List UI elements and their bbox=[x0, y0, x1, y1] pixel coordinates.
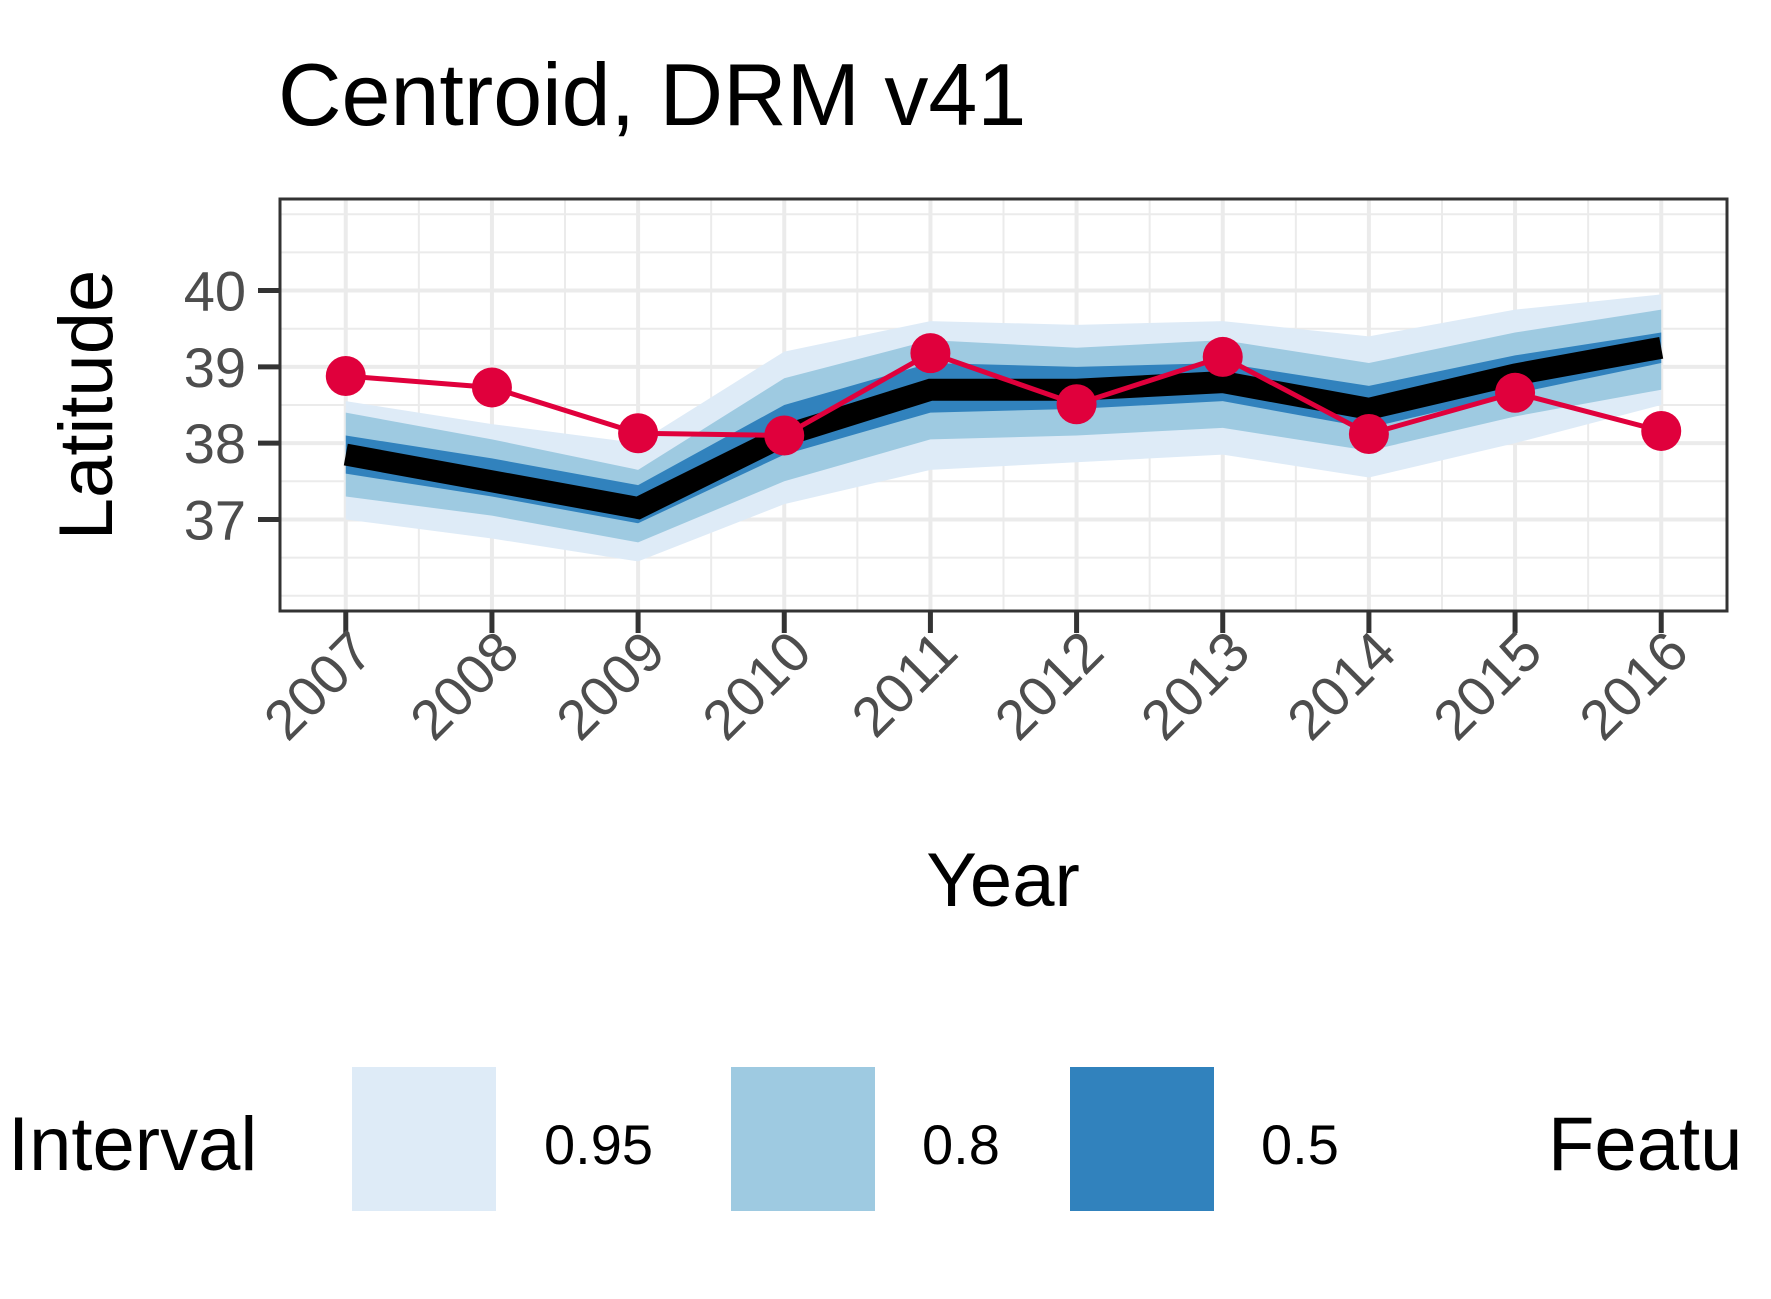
legend-key-05 bbox=[1070, 1067, 1214, 1211]
observed-point bbox=[325, 356, 366, 397]
legend-key-095 bbox=[352, 1067, 496, 1211]
x-axis-title: Year bbox=[926, 838, 1080, 923]
x-tick-label: 2015 bbox=[1421, 619, 1554, 752]
x-tick-label: 2010 bbox=[690, 619, 823, 752]
observed-point bbox=[910, 333, 951, 374]
legend-key-08 bbox=[731, 1067, 875, 1211]
chart-title: Centroid, DRM v41 bbox=[278, 45, 1026, 144]
median-line bbox=[343, 336, 1664, 520]
legend-label-05: 0.5 bbox=[1261, 1113, 1339, 1176]
series-lines bbox=[343, 336, 1664, 520]
observed-point bbox=[618, 413, 659, 454]
legend-label-08: 0.8 bbox=[922, 1113, 1000, 1176]
observed-point bbox=[1348, 413, 1389, 454]
y-tick-label: 39 bbox=[184, 336, 246, 399]
y-tick-label: 38 bbox=[184, 412, 246, 475]
observed-point bbox=[1202, 336, 1243, 377]
y-tick-label: 40 bbox=[184, 260, 246, 323]
plot-border bbox=[278, 197, 1729, 613]
x-tick-label: 2009 bbox=[544, 619, 677, 752]
observed-points bbox=[325, 333, 1682, 456]
observed-line bbox=[345, 350, 1662, 439]
y-axis: 37 38 39 40 bbox=[184, 260, 280, 551]
x-tick-label: 2008 bbox=[398, 619, 531, 752]
observed-point bbox=[764, 415, 805, 456]
x-tick-label: 2012 bbox=[982, 619, 1115, 752]
legend-title-feature: Featu bbox=[1548, 1102, 1742, 1187]
y-axis-title: Latitude bbox=[44, 270, 129, 540]
legend-label-095: 0.95 bbox=[544, 1113, 653, 1176]
x-tick-label: 2014 bbox=[1275, 619, 1408, 752]
observed-point bbox=[471, 367, 512, 408]
x-tick-label: 2016 bbox=[1567, 619, 1700, 752]
y-tick-label: 37 bbox=[184, 488, 246, 551]
x-tick-label: 2011 bbox=[839, 619, 969, 749]
x-tick-label: 2007 bbox=[252, 619, 385, 752]
interval-band-05 bbox=[345, 332, 1662, 524]
observed-point bbox=[1641, 410, 1682, 451]
observed-point bbox=[1056, 384, 1097, 425]
legend: Interval 0.95 0.8 0.5 Featu bbox=[8, 1067, 1742, 1211]
observed-point bbox=[1495, 372, 1536, 413]
x-axis: 2007 2008 2009 2010 2011 2012 2013 2014 2015 2016 bbox=[252, 611, 1700, 752]
legend-title-interval: Interval bbox=[8, 1102, 257, 1187]
x-tick-label: 2013 bbox=[1129, 619, 1262, 752]
